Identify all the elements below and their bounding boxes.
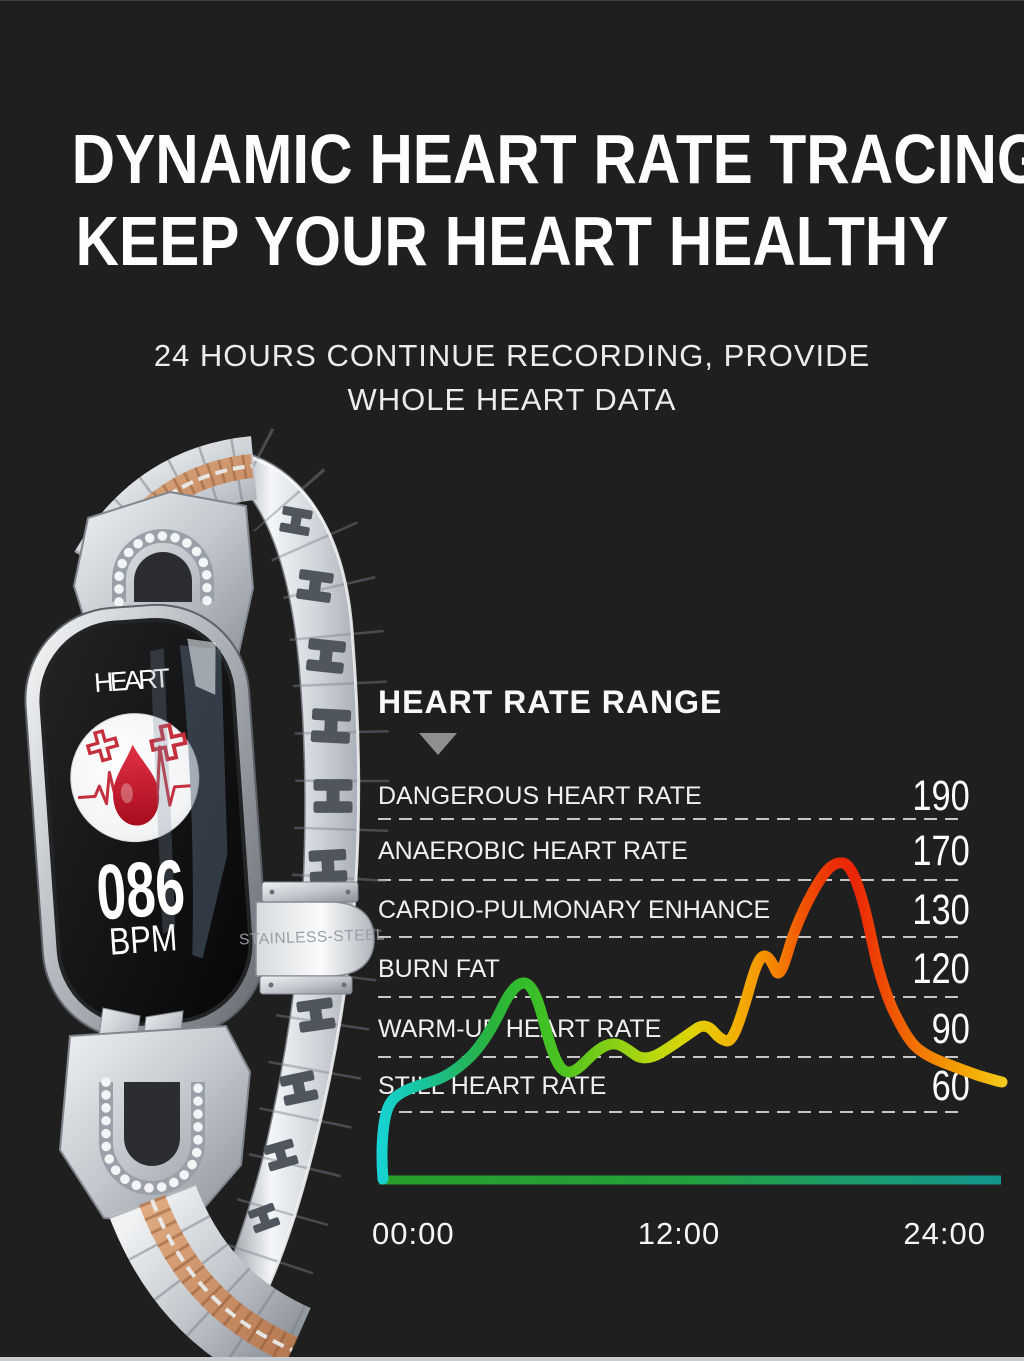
plus-icon-left [83, 726, 122, 766]
zone-label: DANGEROUS HEART RATE [378, 781, 702, 810]
zone-value: 120 [912, 944, 970, 993]
heart-rate-range-heading: HEART RATE RANGE [378, 684, 723, 720]
x-axis-tick: 24:00 [903, 1216, 986, 1251]
watch-band-right [210, 428, 390, 1316]
watch-lower-connector [58, 1024, 252, 1224]
hr-zone-row: CARDIO-PULMONARY ENHANCE 130 [378, 883, 970, 938]
zone-label: STILL HEART RATE [378, 1072, 607, 1100]
crystal-arc-lower [99, 1082, 205, 1195]
heart-measure-circle [70, 713, 200, 843]
x-axis: 00:00 12:00 24:00 [372, 1216, 986, 1252]
subtitle-line-2: WHOLE HEART DATA [347, 382, 677, 417]
watch-screen-title: HEART [93, 663, 173, 698]
hr-zone-row: ANAEROBIC HEART RATE 170 [378, 821, 970, 881]
ecg-line-icon [77, 745, 191, 809]
page-title: DYNAMIC HEART RATE TRACING KEEP YOUR HEA… [0, 118, 1024, 282]
rose-gold-stripe [95, 454, 254, 569]
screen-reflection [179, 645, 228, 959]
zone-label: WARM-UP HEART RATE [378, 1014, 662, 1043]
zone-label: CARDIO-PULMONARY ENHANCE [378, 896, 771, 924]
zone-label: BURN FAT [378, 954, 500, 983]
heart-rate-curve [376, 857, 1008, 1185]
bpm-value: 086 [94, 843, 188, 937]
zone-value: 90 [931, 1004, 970, 1053]
top-edge-line [0, 0, 1024, 1]
hr-zone-row: BURN FAT 120 [378, 940, 970, 998]
title-line-2: KEEP YOUR HEART HEALTHY [75, 202, 949, 280]
watch-face: HEART 086 BPM [24, 603, 268, 1041]
crystal-arc-upper [112, 529, 214, 602]
triangle-down-icon [419, 733, 457, 755]
rose-gold-stripe [138, 1194, 298, 1361]
plus-icon-right [146, 720, 190, 764]
zone-value: 130 [912, 886, 970, 934]
blood-drop-icon [113, 744, 160, 826]
watch-band-top [74, 436, 258, 585]
watch-lug-links [95, 1007, 184, 1069]
clasp-engraving: STAINLESS-STEEL [239, 926, 385, 948]
zone-value: 170 [912, 826, 970, 875]
watch-clasp: STAINLESS-STEEL [239, 881, 385, 995]
x-axis-tick: 00:00 [372, 1216, 455, 1251]
zone-label: ANAEROBIC HEART RATE [378, 836, 688, 865]
hr-zone-row: WARM-UP HEART RATE 90 [378, 1000, 970, 1058]
zone-value: 60 [931, 1062, 970, 1110]
watch-upper-connector [72, 490, 255, 673]
watch-screen [39, 617, 253, 1026]
bottom-strip [0, 1357, 1024, 1361]
page-subtitle: 24 HOURS CONTINUE RECORDING, PROVIDE WHO… [0, 334, 1024, 422]
zone-value: 190 [912, 771, 970, 820]
x-axis-tick: 12:00 [637, 1216, 721, 1251]
hr-zone-row: STILL HEART RATE 60 [378, 1060, 970, 1113]
hr-zone-row: DANGEROUS HEART RATE 190 [378, 772, 970, 820]
subtitle-line-1: 24 HOURS CONTINUE RECORDING, PROVIDE [153, 338, 871, 373]
watch-band-bottom [109, 1182, 312, 1361]
title-line-1: DYNAMIC HEART RATE TRACING [71, 120, 1024, 198]
bpm-unit: BPM [108, 917, 179, 964]
